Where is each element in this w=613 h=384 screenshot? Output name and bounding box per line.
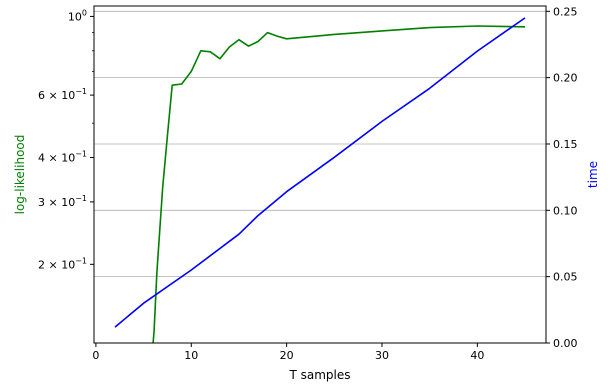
grid-layer (94, 10, 546, 344)
x-axis-label: T samples (288, 368, 350, 382)
x-tick-label-4: 40 (470, 349, 484, 362)
y-left-axis-label: log-likelihood (13, 135, 27, 215)
plot-frame (93, 5, 547, 344)
y-left-tick-label-2: 4 × 10−1 (38, 150, 87, 165)
series-layer (114, 17, 526, 344)
series-line-right (114, 17, 526, 328)
y-right-tick-label-5: 0.25 (553, 5, 578, 18)
y-right-tick-label-3: 0.15 (553, 138, 578, 151)
y-left-tick-label-4: 2 × 10−1 (38, 256, 87, 271)
x-tick-label-3: 30 (375, 349, 389, 362)
y-right-tick-label-4: 0.20 (553, 72, 578, 85)
y-left-tick-label-0: 100 (68, 8, 87, 23)
y-right-axis-label: time (586, 161, 600, 188)
series-line-left (152, 25, 526, 344)
y-left-tick-label-3: 3 × 10−1 (38, 194, 87, 209)
y-left-tick-label-1: 6 × 10−1 (38, 87, 87, 102)
x-tick-label-0: 0 (92, 349, 99, 362)
y-right-tick-label-0: 0.00 (553, 337, 578, 350)
y-right-tick-label-1: 0.05 (553, 271, 578, 284)
x-tick-label-1: 10 (184, 349, 198, 362)
y-right-tick-label-2: 0.10 (553, 204, 578, 217)
x-tick-label-2: 20 (280, 349, 294, 362)
ticks-layer: 0 10 20 30 40 100 6 × 10−1 4 × 10−1 3 × 10−1 2 × … (38, 5, 578, 362)
